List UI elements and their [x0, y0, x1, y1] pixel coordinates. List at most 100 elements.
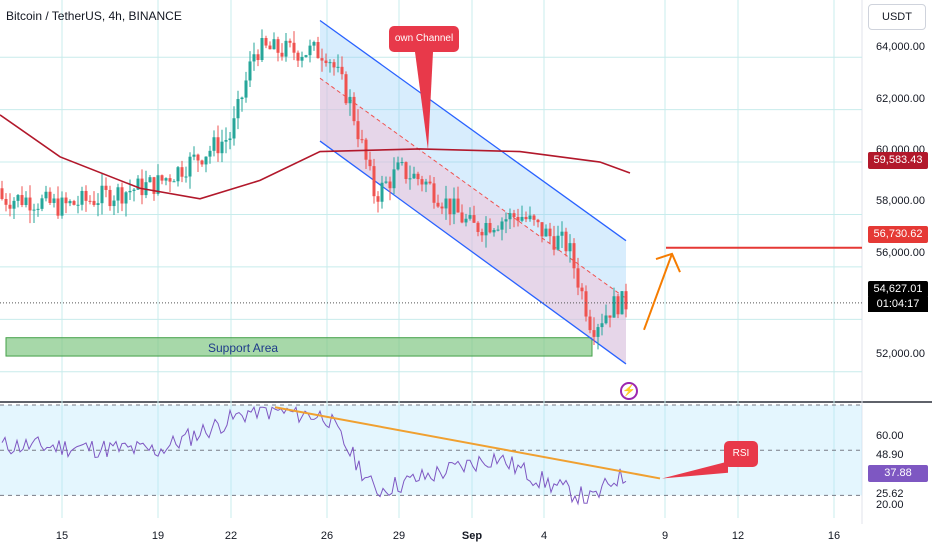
- candle-body: [168, 178, 172, 182]
- candle-body: [372, 166, 376, 197]
- channel-callout: own Channel: [389, 26, 459, 52]
- rsi-trendline: [274, 406, 661, 480]
- candle-body: [108, 189, 112, 207]
- price-tick: 58,000.00: [876, 195, 925, 207]
- currency-selector[interactable]: USDT: [868, 4, 926, 30]
- candle-body: [0, 188, 4, 199]
- candle-body: [140, 178, 144, 196]
- candle-body: [564, 231, 568, 252]
- candle-body: [276, 39, 280, 53]
- candle-body: [16, 195, 20, 201]
- candle-body: [620, 291, 624, 315]
- candle-body: [540, 222, 544, 237]
- candle-body: [436, 202, 440, 207]
- candle-body: [32, 209, 36, 211]
- candle-body: [388, 181, 392, 189]
- candle-body: [384, 181, 388, 183]
- candle-body: [184, 176, 188, 178]
- candle-body: [164, 178, 168, 181]
- candle-body: [576, 268, 580, 288]
- candle-body: [64, 197, 68, 204]
- candle-body: [456, 198, 460, 213]
- candle-body: [404, 162, 408, 180]
- price-tick: 64,000.00: [876, 41, 925, 53]
- last-price-badge: 54,627.01: [868, 281, 928, 298]
- candle-body: [524, 216, 528, 220]
- time-tick: Sep: [461, 530, 483, 542]
- candle-body: [52, 198, 56, 203]
- candle-body: [116, 187, 120, 201]
- candle-body: [424, 181, 428, 185]
- candle-body: [200, 160, 204, 165]
- candle-body: [428, 181, 432, 184]
- support-zone: [5, 337, 593, 357]
- candle-body: [272, 39, 276, 50]
- rsi-callout-pointer: [662, 461, 728, 479]
- time-tick: 16: [827, 530, 841, 542]
- support-area-label: Support Area: [208, 341, 279, 355]
- candle-body: [252, 54, 256, 62]
- candle-body: [136, 178, 140, 190]
- candle-body: [376, 196, 380, 202]
- candle-body: [192, 154, 196, 157]
- candle-body: [208, 150, 212, 157]
- candle-body: [188, 156, 192, 177]
- candle-body: [220, 141, 224, 154]
- candle-body: [104, 185, 108, 190]
- candle-body: [4, 198, 8, 205]
- channel-lower-line: [319, 140, 627, 365]
- candle-body: [552, 236, 556, 250]
- price-tick: 62,000.00: [876, 93, 925, 105]
- rsi-pane: [0, 405, 862, 518]
- candle-body: [304, 55, 308, 57]
- candle-body: [532, 215, 536, 220]
- time-tick: 9: [661, 530, 669, 542]
- moving-average-line: [0, 114, 631, 200]
- candle-body: [356, 121, 360, 140]
- candle-body: [476, 222, 480, 232]
- candle-countdown: 01:04:17: [868, 297, 928, 312]
- candle-body: [616, 296, 620, 315]
- candle-body: [264, 38, 268, 46]
- candle-body: [412, 173, 416, 179]
- candle-body: [596, 327, 600, 337]
- candle-body: [48, 191, 52, 203]
- rsi-tick: 20.00: [876, 499, 904, 511]
- candle-body: [256, 54, 260, 61]
- candle-body: [452, 198, 456, 215]
- candle-body: [72, 201, 76, 205]
- candle-body: [308, 45, 312, 56]
- flash-icon[interactable]: ⚡: [620, 382, 638, 400]
- candle-body: [380, 182, 384, 202]
- candle-body: [96, 203, 100, 205]
- candle-body: [244, 80, 248, 98]
- candle-body: [196, 154, 200, 161]
- candle-body: [236, 99, 240, 119]
- candle-body: [608, 315, 612, 318]
- candle-body: [40, 198, 44, 209]
- rsi-tick: 60.00: [876, 430, 904, 442]
- candle-body: [112, 200, 116, 207]
- channel-upper-line: [319, 19, 627, 242]
- candle-body: [44, 191, 48, 199]
- candle-body: [592, 330, 596, 337]
- candle-body: [28, 197, 32, 211]
- candle-body: [328, 62, 332, 64]
- candle-body: [260, 38, 264, 61]
- candle-body: [556, 235, 560, 250]
- candle-body: [496, 229, 500, 231]
- candle-body: [320, 58, 324, 61]
- candle-body: [172, 181, 176, 183]
- candle-body: [248, 61, 252, 81]
- ma-value-badge: 59,583.43: [868, 152, 928, 169]
- candle-body: [332, 62, 336, 68]
- symbol-title: Bitcoin / TetherUS, 4h, BINANCE: [6, 9, 182, 23]
- candle-body: [396, 162, 400, 170]
- candle-body: [160, 175, 164, 181]
- time-tick: 12: [731, 530, 745, 542]
- candle-body: [468, 215, 472, 219]
- candle-body: [484, 223, 488, 236]
- time-tick: 15: [55, 530, 69, 542]
